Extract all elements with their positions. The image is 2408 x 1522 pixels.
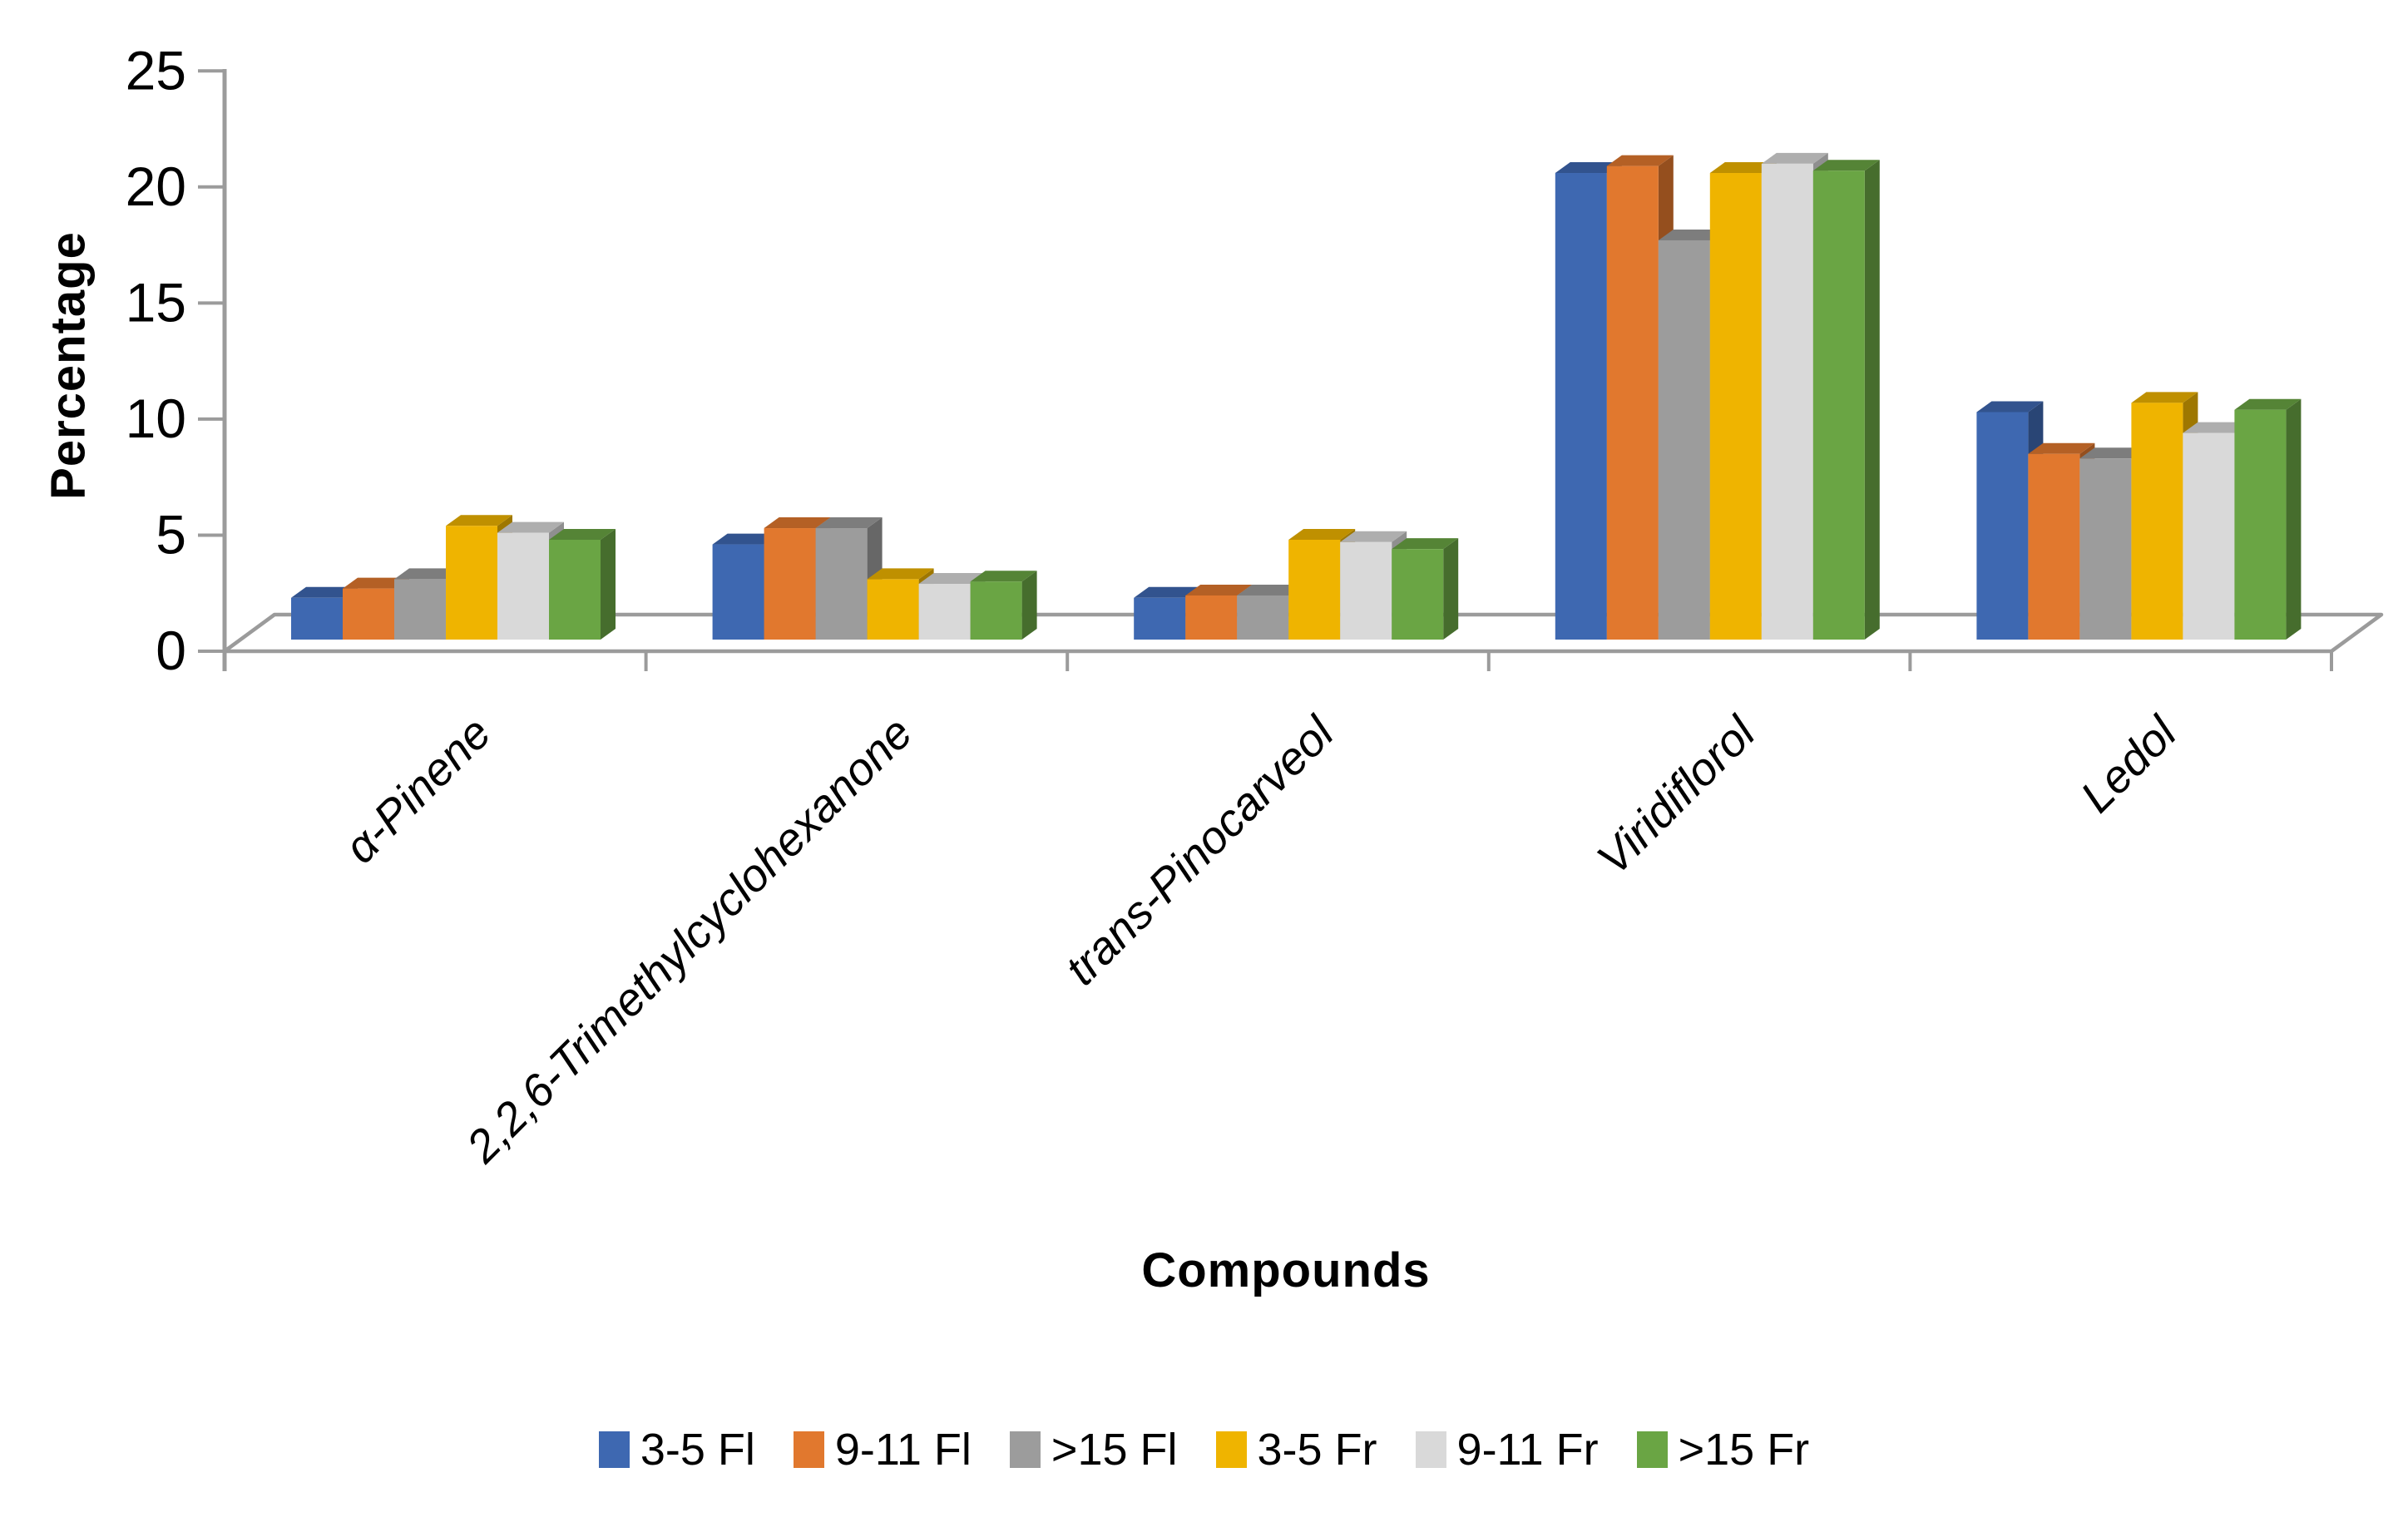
bar [815,528,868,640]
bar-top-face [1237,584,1304,595]
bar [1709,173,1762,640]
legend-label: 9-11 Fr [1456,1425,1599,1475]
bar-top-face [1658,229,1725,240]
bar [1185,595,1238,640]
legend-item: 3-5 Fl [598,1424,755,1475]
bar-top-face [2234,398,2302,410]
y-tick-label: 20 [126,156,186,217]
bar-top-face [1340,531,1407,542]
x-category-label: 2,2,6-Trimethylcyclohexanone [456,707,922,1173]
bar-top-face [918,573,986,585]
legend-label: >15 Fl [1051,1425,1178,1475]
bar-top-face [1555,162,1622,174]
bar [1340,541,1392,640]
legend-item: >15 Fl [1009,1424,1178,1475]
bar [497,532,549,640]
legend-swatch [598,1431,630,1468]
bar-top-face [712,533,779,545]
y-tick-label: 5 [156,503,186,565]
legend-swatch [1215,1431,1247,1468]
bar-top-face [446,515,512,526]
legend-item: 3-5 Fr [1215,1424,1377,1475]
legend-label: 3-5 Fl [640,1425,755,1475]
bar-top-face [970,571,1037,582]
x-category-label: Viridiflorol [1587,705,1766,884]
legend-swatch [1009,1431,1041,1468]
x-category-label: Ledol [2070,705,2187,822]
bar [1237,595,1289,640]
bar-top-face [867,568,934,580]
y-tick-label: 15 [126,271,186,333]
bar [1134,597,1186,640]
x-category-label: trans-Pinocarveol [1056,705,1345,995]
bar [1606,166,1659,640]
bar-top-face [497,521,564,533]
bar [343,588,394,640]
bar-top-face [343,577,409,589]
legend-label: 3-5 Fr [1257,1425,1377,1475]
bar [394,579,446,640]
y-tick-label: 10 [126,388,186,449]
legend-swatch [1415,1431,1446,1468]
bar-top-face [2079,447,2147,459]
bar [970,581,1022,640]
y-tick-label: 0 [156,620,186,681]
bar [446,526,497,640]
bar-top-face [1392,538,1459,550]
bar-top-face [1761,152,1828,164]
legend-item: >15 Fr [1636,1424,1810,1475]
y-tick-label: 25 [126,39,186,101]
bar [867,579,919,640]
bar [1976,412,2029,640]
legend-swatch [1636,1431,1668,1468]
bar-top-face [1812,160,1880,171]
bar-side-face [601,528,616,640]
chart-legend: 3-5 Fl 9-11 Fl >15 Fl 3-5 Fr 9-11 Fr >15 Fr [0,1424,2408,1475]
bar [549,539,601,640]
bar [1812,170,1865,640]
bar [2234,409,2287,640]
y-axis-title: Percentage [41,231,96,500]
bar [2183,432,2235,640]
legend-swatch [793,1431,824,1468]
bar [1761,163,1813,640]
bar-top-face [291,586,358,598]
bar [1658,240,1710,640]
bar-side-face [2286,398,2302,640]
bar [2028,453,2080,640]
legend-label: 9-11 Fl [834,1425,972,1475]
legend-item: 9-11 Fr [1415,1424,1599,1475]
bar-side-face [1864,160,1880,640]
bar-side-face [1443,538,1459,640]
bar-top-face [394,568,461,580]
bar-top-face [2183,422,2250,433]
bar-top-face [1606,155,1674,166]
bar [712,544,764,640]
bar-top-face [1709,162,1777,174]
bar [1288,539,1341,640]
bar [764,528,816,640]
bar-top-face [764,517,831,529]
legend-label: >15 Fr [1678,1425,1810,1475]
bar [918,584,971,640]
bar-top-face [1288,528,1356,540]
bar [1392,549,1444,640]
bar-top-face [2131,392,2198,403]
bar [2079,458,2132,640]
bar-top-face [1976,401,2044,413]
x-category-label: α-Pinene [334,707,501,873]
bar-top-face [1185,584,1253,595]
bar-top-face [815,517,883,529]
bar-top-face [1134,586,1201,598]
bar [291,597,343,640]
bar-top-face [549,528,616,540]
bar-top-face [2028,442,2095,454]
bar [1555,173,1607,640]
bar [2131,403,2183,640]
bar-side-face [1021,571,1037,640]
x-axis-title: Compounds [1141,1243,1431,1297]
legend-item: 9-11 Fl [793,1424,972,1475]
